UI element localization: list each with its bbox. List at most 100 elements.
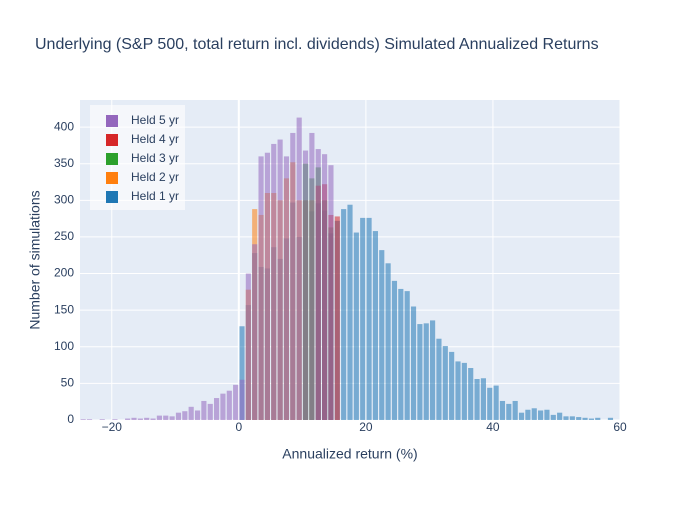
bar — [417, 324, 423, 420]
bar — [112, 419, 118, 420]
legend-swatch — [106, 191, 118, 203]
y-tick-label: 250 — [54, 229, 74, 243]
bar — [576, 417, 582, 420]
y-tick-label: 100 — [54, 339, 74, 353]
bar — [214, 398, 220, 420]
bar — [499, 400, 506, 420]
bar — [442, 346, 448, 420]
bar — [175, 412, 182, 420]
y-tick-label: 150 — [54, 302, 74, 316]
legend-box — [90, 105, 185, 210]
bar — [328, 165, 334, 420]
bar — [461, 362, 467, 420]
bar — [125, 418, 131, 420]
bar — [86, 419, 93, 420]
bar — [163, 415, 169, 420]
bar — [188, 406, 194, 420]
bar — [595, 417, 601, 420]
bar — [480, 378, 486, 420]
legend-label: Held 2 yr — [131, 170, 179, 184]
x-tick-label: 20 — [359, 420, 373, 434]
bar — [353, 232, 359, 420]
bar — [264, 152, 270, 420]
bar — [302, 150, 309, 421]
bar — [277, 139, 283, 420]
bar — [144, 417, 150, 420]
bar — [233, 384, 239, 420]
bar — [271, 143, 277, 421]
legend-swatch — [106, 134, 118, 146]
bar — [525, 409, 531, 420]
bar — [436, 338, 442, 420]
bar — [512, 400, 518, 420]
y-tick-label: 300 — [54, 192, 74, 206]
bar — [430, 320, 436, 420]
bar — [379, 250, 385, 420]
bar — [538, 410, 544, 420]
bar — [557, 412, 563, 420]
bar — [194, 410, 201, 420]
bar — [239, 326, 245, 420]
bar — [544, 409, 550, 420]
bar — [391, 280, 398, 420]
bar — [334, 216, 340, 420]
bar — [474, 378, 480, 420]
legend-label: Held 4 yr — [131, 132, 179, 146]
bar — [404, 291, 410, 420]
bar — [366, 217, 372, 420]
bar — [360, 217, 366, 420]
bar — [296, 117, 302, 420]
bar — [506, 403, 512, 420]
bar — [385, 263, 391, 420]
bar — [341, 209, 347, 420]
bar — [531, 408, 537, 420]
bar — [290, 132, 296, 420]
bar — [322, 154, 328, 421]
bar — [518, 412, 525, 420]
bar — [423, 323, 429, 420]
bar — [588, 418, 594, 420]
legend-label: Held 5 yr — [131, 113, 179, 127]
bar — [239, 379, 245, 420]
y-tick-label: 200 — [54, 266, 74, 280]
bar — [258, 156, 264, 420]
bar — [99, 419, 105, 420]
bar — [347, 204, 353, 420]
bar — [283, 156, 290, 420]
x-tick-label: 60 — [613, 420, 627, 434]
bar — [550, 414, 556, 420]
y-tick-label: 400 — [54, 119, 74, 133]
bar — [226, 390, 232, 420]
bar — [569, 416, 575, 420]
x-tick-label: 40 — [486, 420, 500, 434]
bar — [315, 149, 321, 421]
bar — [372, 231, 378, 420]
bar — [563, 416, 569, 420]
bar — [410, 306, 417, 420]
bar — [309, 132, 315, 420]
y-tick-label: 50 — [61, 376, 75, 390]
bar — [156, 415, 162, 420]
legend-label: Held 1 yr — [131, 189, 179, 203]
bar — [607, 417, 614, 420]
legend-swatch — [106, 115, 118, 127]
bar — [493, 385, 499, 420]
bar — [449, 351, 455, 420]
bar — [182, 411, 188, 420]
bar — [137, 418, 143, 420]
bar — [455, 361, 461, 420]
legend-label: Held 3 yr — [131, 151, 179, 165]
y-axis-title: Number of simulations — [27, 190, 43, 329]
x-tick-label: −20 — [102, 420, 123, 434]
bar — [245, 273, 251, 420]
y-tick-label: 350 — [54, 156, 74, 170]
bar — [207, 403, 213, 420]
bar — [582, 417, 588, 420]
x-tick-label: 0 — [235, 420, 242, 434]
legend-swatch — [106, 153, 118, 165]
bar — [252, 244, 258, 420]
x-axis-title: Annualized return (%) — [282, 446, 417, 462]
bar — [169, 416, 175, 420]
y-tick-label: 0 — [67, 412, 74, 426]
